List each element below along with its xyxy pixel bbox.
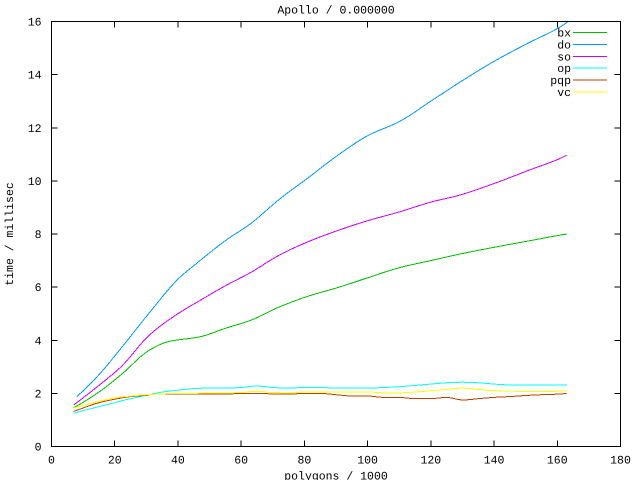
svg-text:12: 12	[28, 123, 42, 136]
svg-text:40: 40	[171, 455, 185, 468]
svg-text:6: 6	[35, 282, 42, 295]
svg-text:80: 80	[297, 455, 311, 468]
svg-text:120: 120	[420, 455, 441, 468]
svg-text:10: 10	[28, 176, 42, 189]
svg-text:2: 2	[35, 388, 42, 401]
svg-text:180: 180	[610, 455, 631, 468]
svg-text:4: 4	[35, 335, 42, 348]
svg-text:140: 140	[484, 455, 505, 468]
svg-text:Apollo / 0.000000: Apollo / 0.000000	[277, 5, 394, 18]
svg-text:8: 8	[35, 229, 42, 242]
svg-text:polygons / 1000: polygons / 1000	[284, 471, 388, 481]
svg-text:14: 14	[28, 70, 42, 83]
svg-text:20: 20	[108, 455, 122, 468]
svg-text:60: 60	[234, 455, 248, 468]
svg-text:time / millisec: time / millisec	[4, 182, 17, 286]
svg-text:0: 0	[48, 455, 55, 468]
svg-text:vc: vc	[557, 87, 571, 100]
svg-text:0: 0	[35, 442, 42, 455]
svg-text:100: 100	[357, 455, 378, 468]
svg-text:16: 16	[28, 17, 42, 30]
svg-text:160: 160	[547, 455, 568, 468]
